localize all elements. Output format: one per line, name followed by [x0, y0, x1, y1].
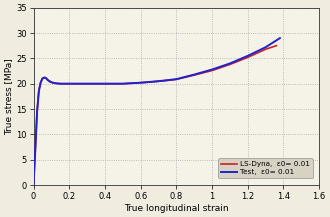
LS-Dyna,  ε0= 0.01 [46, 78, 50, 81]
LS-Dyna,  ε0= 0.01 [174, 78, 178, 81]
LS-Dyna,  ε0= 0.01 [264, 48, 268, 51]
LS-Dyna,  ε0= 0.01 [60, 82, 64, 85]
LS-Dyna,  ε0= 0.01 [75, 82, 79, 85]
LS-Dyna,  ε0= 0.01 [156, 80, 160, 83]
LS-Dyna,  ε0= 0.01 [107, 82, 111, 85]
LS-Dyna,  ε0= 0.01 [192, 74, 196, 76]
LS-Dyna,  ε0= 0.01 [41, 77, 45, 79]
Test,  ε0= 0.01 [210, 68, 214, 71]
Test,  ε0= 0.01 [41, 77, 45, 80]
Test,  ε0= 0.01 [33, 148, 37, 151]
LS-Dyna,  ε0= 0.01 [116, 82, 120, 85]
Test,  ε0= 0.01 [264, 46, 268, 49]
LS-Dyna,  ε0= 0.01 [71, 82, 75, 85]
LS-Dyna,  ε0= 0.01 [43, 76, 47, 79]
Test,  ε0= 0.01 [174, 78, 178, 81]
Line: Test,  ε0= 0.01: Test, ε0= 0.01 [34, 38, 280, 185]
Legend: LS-Dyna,  ε0= 0.01, Test,  ε0= 0.01: LS-Dyna, ε0= 0.01, Test, ε0= 0.01 [218, 158, 313, 178]
Test,  ε0= 0.01 [156, 80, 160, 82]
Test,  ε0= 0.01 [77, 82, 81, 85]
Test,  ε0= 0.01 [139, 81, 143, 84]
Test,  ε0= 0.01 [46, 79, 50, 81]
Test,  ε0= 0.01 [35, 110, 39, 113]
Test,  ε0= 0.01 [87, 82, 91, 85]
LS-Dyna,  ε0= 0.01 [65, 82, 69, 85]
LS-Dyna,  ε0= 0.01 [93, 82, 97, 85]
Test,  ε0= 0.01 [246, 54, 250, 57]
Test,  ε0= 0.01 [50, 81, 53, 84]
LS-Dyna,  ε0= 0.01 [89, 82, 93, 85]
Test,  ε0= 0.01 [44, 77, 48, 79]
LS-Dyna,  ε0= 0.01 [39, 81, 43, 84]
Test,  ε0= 0.01 [82, 82, 86, 85]
Test,  ε0= 0.01 [39, 81, 43, 84]
LS-Dyna,  ε0= 0.01 [165, 79, 169, 82]
Test,  ε0= 0.01 [192, 73, 196, 76]
Line: LS-Dyna,  ε0= 0.01: LS-Dyna, ε0= 0.01 [34, 46, 276, 185]
Test,  ε0= 0.01 [101, 82, 105, 85]
Test,  ε0= 0.01 [42, 76, 46, 79]
LS-Dyna,  ε0= 0.01 [228, 63, 232, 66]
Test,  ε0= 0.01 [165, 79, 169, 81]
Y-axis label: True stress [MPa]: True stress [MPa] [4, 58, 13, 135]
Test,  ε0= 0.01 [58, 82, 62, 85]
LS-Dyna,  ε0= 0.01 [121, 82, 125, 85]
Test,  ε0= 0.01 [92, 82, 96, 85]
LS-Dyna,  ε0= 0.01 [84, 82, 88, 85]
Test,  ε0= 0.01 [106, 82, 110, 85]
LS-Dyna,  ε0= 0.01 [48, 80, 51, 83]
Test,  ε0= 0.01 [67, 82, 71, 85]
LS-Dyna,  ε0= 0.01 [130, 82, 134, 84]
Test,  ε0= 0.01 [72, 82, 76, 85]
LS-Dyna,  ε0= 0.01 [32, 184, 36, 186]
Test,  ε0= 0.01 [148, 81, 151, 83]
LS-Dyna,  ε0= 0.01 [33, 148, 37, 151]
Test,  ε0= 0.01 [228, 62, 232, 65]
LS-Dyna,  ε0= 0.01 [112, 82, 116, 85]
Test,  ε0= 0.01 [130, 82, 134, 84]
LS-Dyna,  ε0= 0.01 [210, 69, 214, 72]
Test,  ε0= 0.01 [37, 90, 41, 93]
Test,  ε0= 0.01 [121, 82, 125, 85]
Test,  ε0= 0.01 [53, 82, 57, 84]
Test,  ε0= 0.01 [32, 184, 36, 186]
LS-Dyna,  ε0= 0.01 [246, 56, 250, 59]
LS-Dyna,  ε0= 0.01 [80, 82, 84, 85]
X-axis label: True longitudinal strain: True longitudinal strain [124, 204, 229, 213]
LS-Dyna,  ε0= 0.01 [139, 81, 143, 84]
LS-Dyna,  ε0= 0.01 [274, 44, 278, 47]
LS-Dyna,  ε0= 0.01 [148, 81, 151, 83]
LS-Dyna,  ε0= 0.01 [103, 82, 107, 85]
Test,  ε0= 0.01 [96, 82, 100, 85]
Test,  ε0= 0.01 [64, 82, 68, 85]
LS-Dyna,  ε0= 0.01 [35, 110, 39, 113]
LS-Dyna,  ε0= 0.01 [37, 89, 41, 91]
Test,  ε0= 0.01 [111, 82, 115, 85]
LS-Dyna,  ε0= 0.01 [98, 82, 102, 85]
LS-Dyna,  ε0= 0.01 [51, 82, 55, 84]
LS-Dyna,  ε0= 0.01 [55, 82, 59, 85]
Test,  ε0= 0.01 [116, 82, 120, 85]
Test,  ε0= 0.01 [278, 37, 282, 39]
